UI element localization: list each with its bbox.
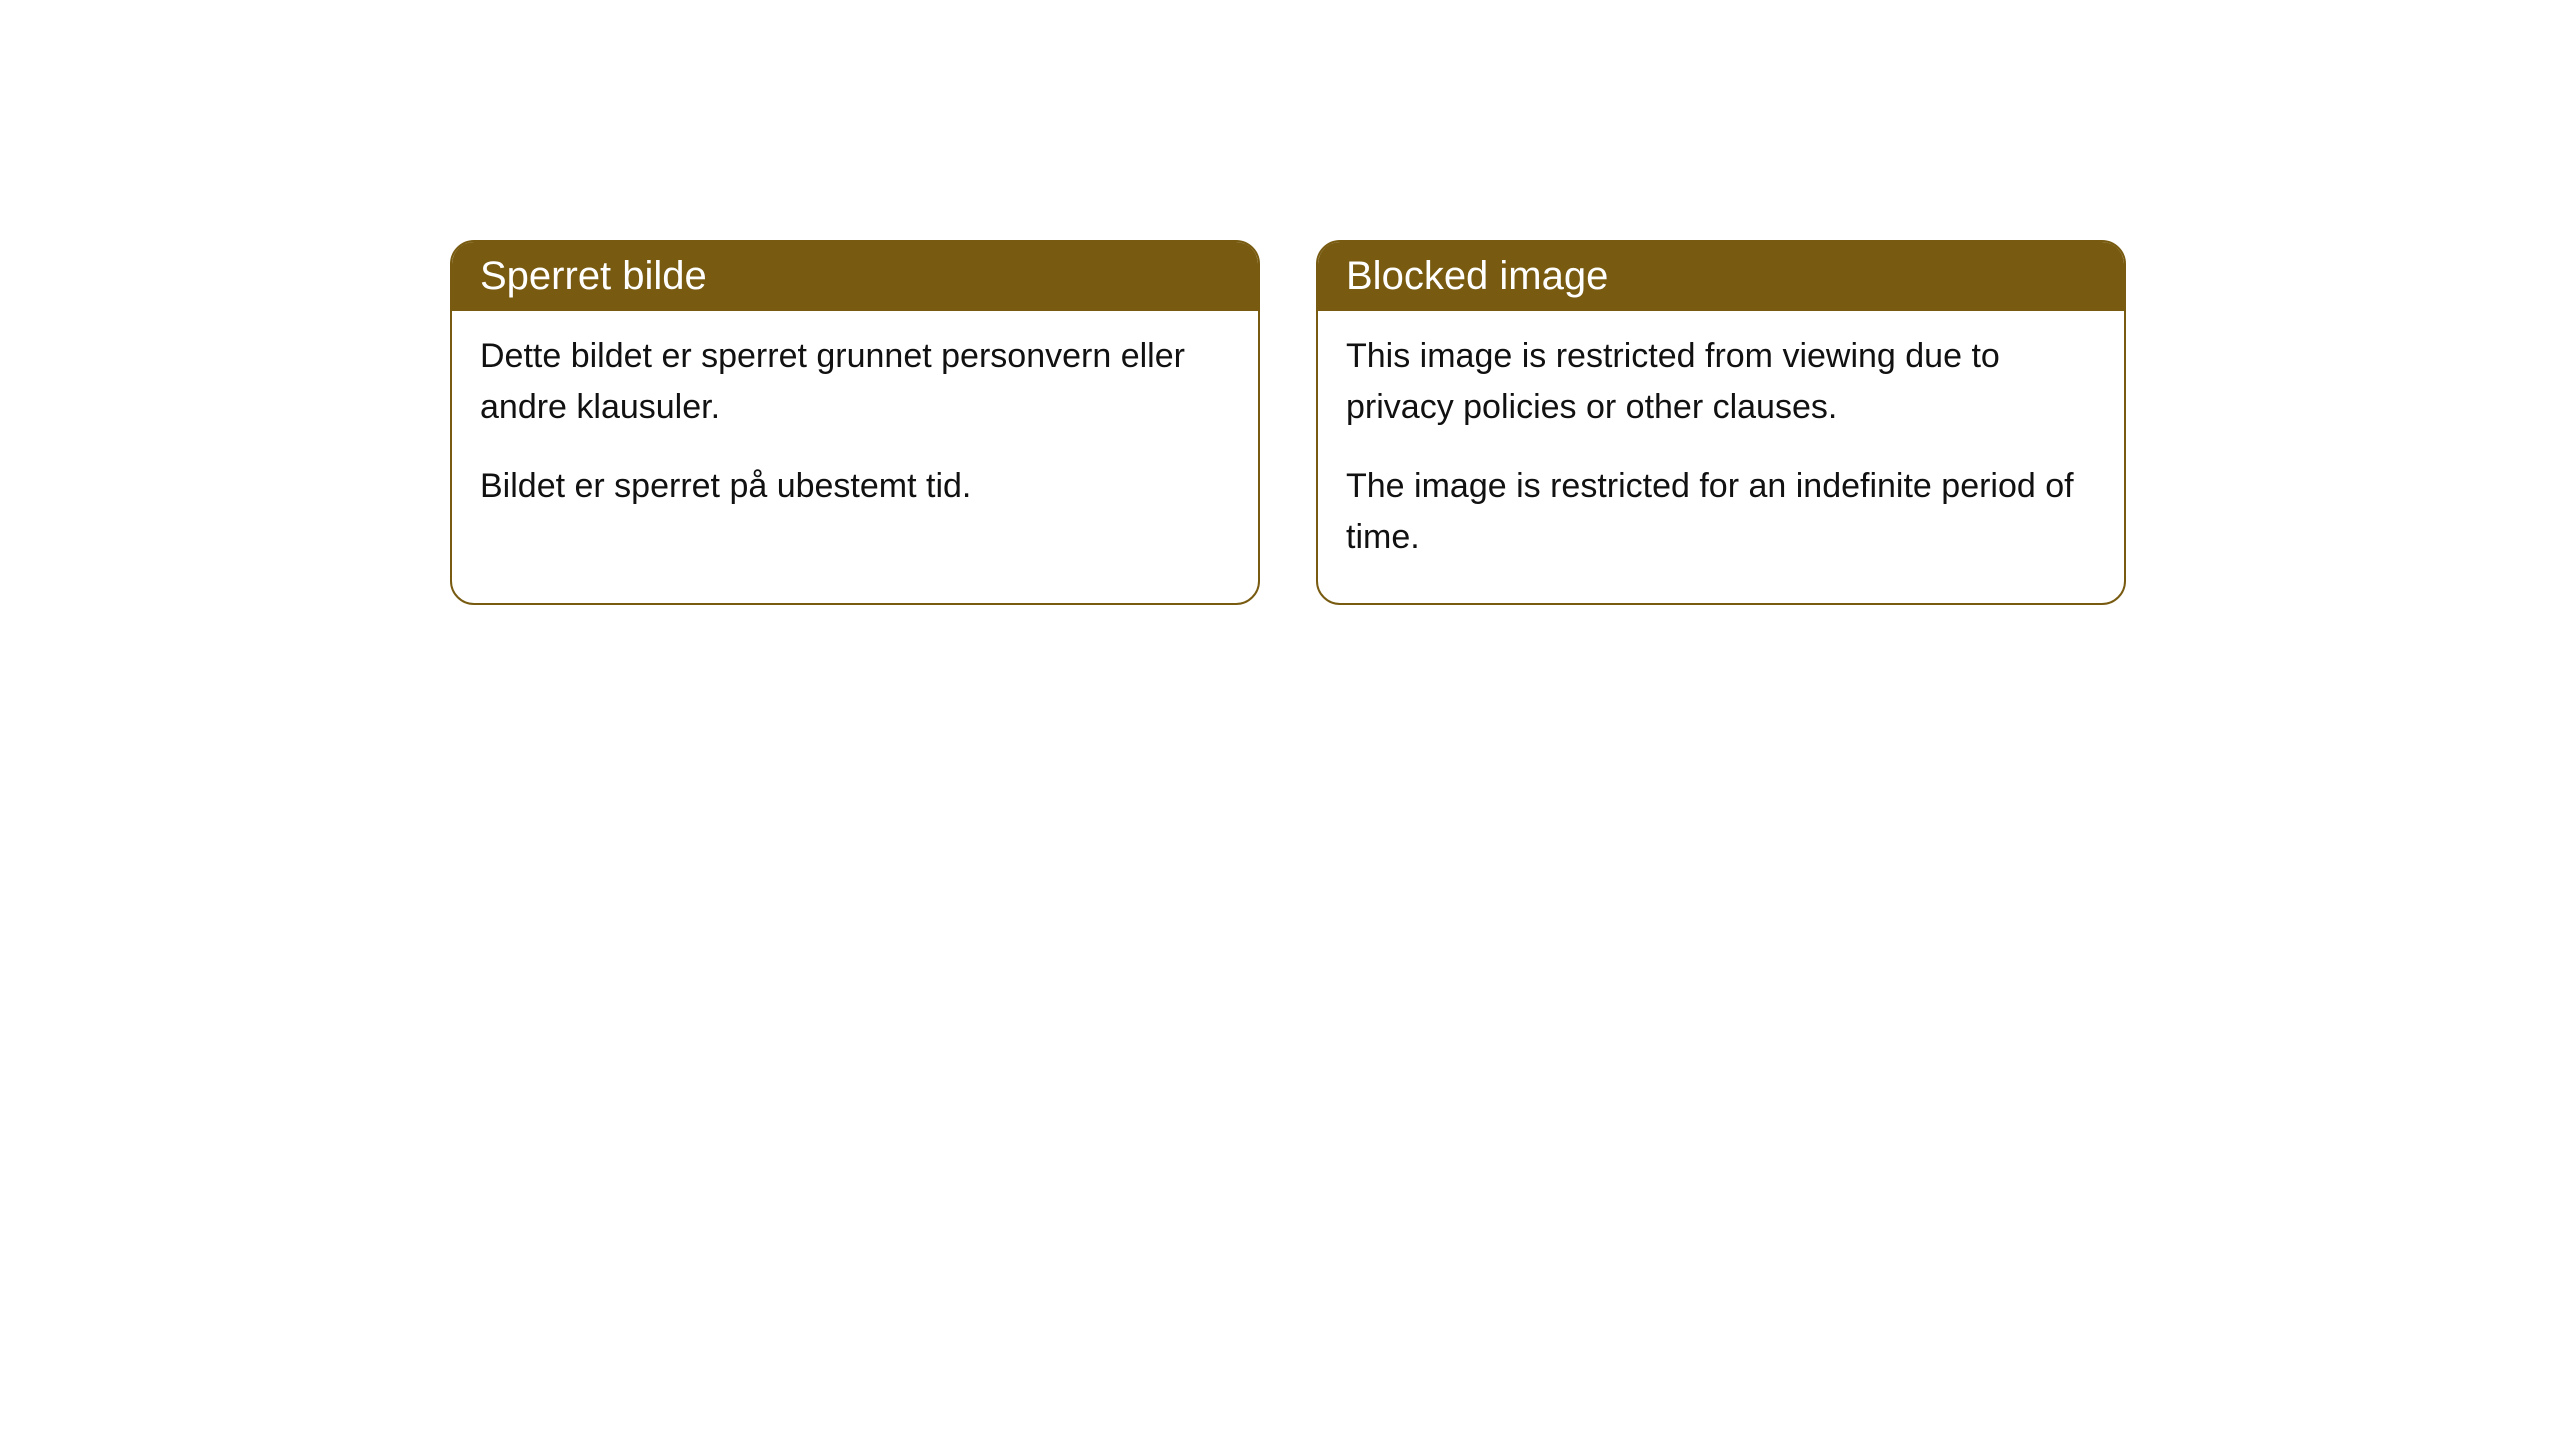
card-body-en: This image is restricted from viewing du… bbox=[1318, 311, 2124, 603]
card-norwegian: Sperret bilde Dette bildet er sperret gr… bbox=[450, 240, 1260, 605]
card-paragraph-no-1: Dette bildet er sperret grunnet personve… bbox=[480, 331, 1230, 433]
card-body-no: Dette bildet er sperret grunnet personve… bbox=[452, 311, 1258, 552]
card-header-no: Sperret bilde bbox=[452, 242, 1258, 311]
card-title-no: Sperret bilde bbox=[480, 254, 707, 298]
card-english: Blocked image This image is restricted f… bbox=[1316, 240, 2126, 605]
cards-container: Sperret bilde Dette bildet er sperret gr… bbox=[450, 240, 2126, 605]
card-title-en: Blocked image bbox=[1346, 254, 1608, 298]
card-header-en: Blocked image bbox=[1318, 242, 2124, 311]
card-paragraph-no-2: Bildet er sperret på ubestemt tid. bbox=[480, 461, 1230, 512]
card-paragraph-en-1: This image is restricted from viewing du… bbox=[1346, 331, 2096, 433]
card-paragraph-en-2: The image is restricted for an indefinit… bbox=[1346, 461, 2096, 563]
